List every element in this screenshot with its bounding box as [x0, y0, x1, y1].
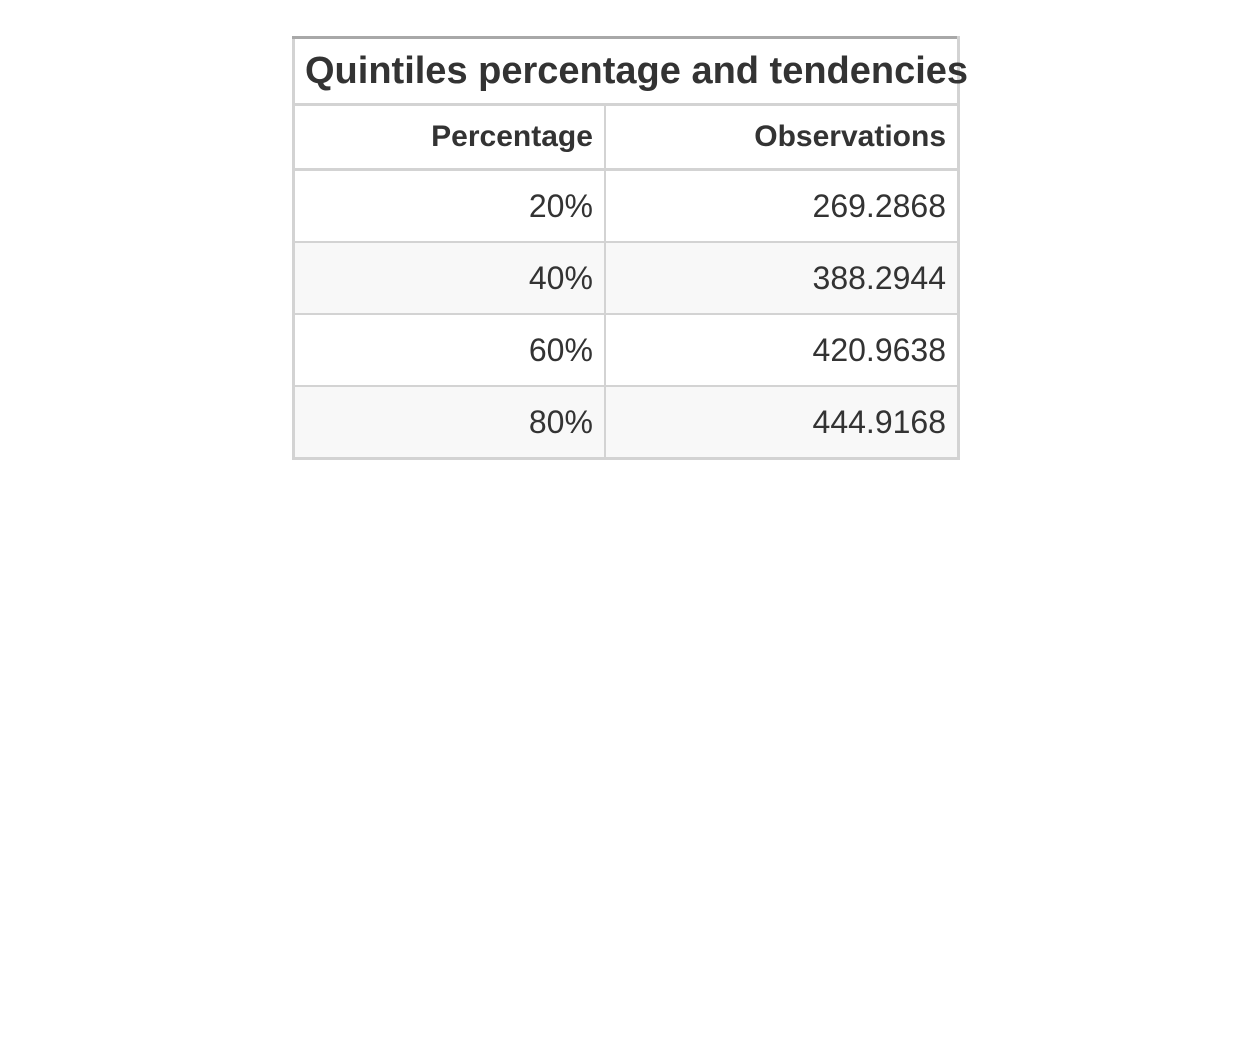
observations-cell: 269.2868 — [604, 168, 959, 242]
table-row: 40% 388.2944 — [293, 241, 959, 314]
percentage-cell: 20% — [293, 168, 606, 242]
observations-cell: 388.2944 — [604, 241, 959, 314]
table-header-row: Percentage Observations — [293, 104, 959, 171]
observations-cell: 444.9168 — [604, 385, 959, 459]
table-title: Quintiles percentage and tendencies — [293, 37, 968, 106]
observations-cell: 420.9638 — [604, 313, 959, 386]
table-title-row: Quintiles percentage and tendencies — [293, 37, 968, 106]
percentage-cell: 80% — [293, 385, 606, 459]
percentage-cell: 40% — [293, 241, 606, 314]
quintiles-table: Quintiles percentage and tendencies Perc… — [292, 36, 968, 460]
table-row: 60% 420.9638 — [293, 313, 959, 386]
column-header-percentage: Percentage — [293, 104, 606, 171]
table-row: 80% 444.9168 — [293, 385, 959, 459]
quintiles-table-container: Quintiles percentage and tendencies Perc… — [292, 36, 968, 460]
percentage-cell: 60% — [293, 313, 606, 386]
table-row: 20% 269.2868 — [293, 168, 959, 242]
column-header-observations: Observations — [604, 104, 959, 171]
